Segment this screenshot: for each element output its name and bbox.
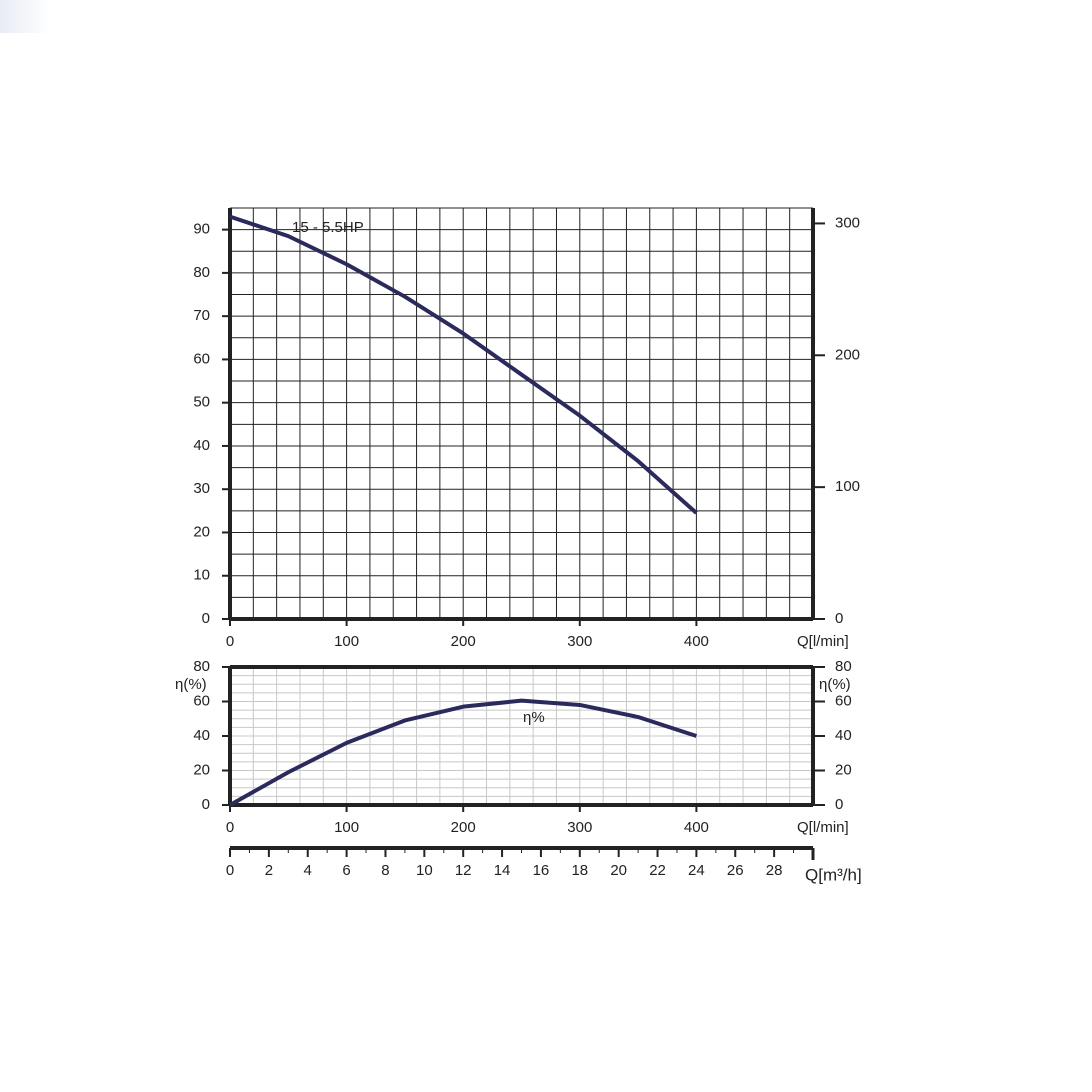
y2-tick-label: 200 — [835, 346, 860, 363]
x-tick-label: 200 — [451, 633, 476, 650]
y2-tick-label: 20 — [835, 761, 852, 778]
x2-tick-label: 0 — [226, 862, 234, 879]
x2-tick-label: 4 — [304, 862, 312, 879]
x-axis-label: Q[l/min] — [797, 633, 849, 650]
y-tick-label: 70 — [193, 307, 210, 324]
y2-tick-label: 0 — [835, 796, 843, 813]
x-tick-label: 100 — [334, 633, 359, 650]
y-tick-label: 10 — [193, 567, 210, 584]
x2-tick-label: 12 — [455, 862, 472, 879]
y2-tick-label: 100 — [835, 478, 860, 495]
x2-tick-label: 6 — [342, 862, 350, 879]
y-tick-label: 0 — [202, 796, 210, 813]
y2-tick-label: 300 — [835, 214, 860, 231]
y2-tick-label: 0 — [835, 610, 843, 627]
y2-tick-label: 80 — [835, 658, 852, 675]
y-tick-label: 20 — [193, 761, 210, 778]
x2-tick-label: 24 — [688, 862, 705, 879]
corner-decoration — [0, 0, 50, 33]
x2-axis-label: Q[m³/h] — [805, 865, 862, 884]
line-series — [229, 214, 698, 515]
series-label: 15 - 5.5HP — [292, 219, 364, 236]
y-tick-label: 30 — [193, 480, 210, 497]
x-tick-label: 300 — [567, 633, 592, 650]
x-tick-label: 0 — [226, 819, 234, 836]
y-tick-label: 80 — [193, 658, 210, 675]
x-tick-label: 400 — [684, 819, 709, 836]
y-tick-label: 40 — [193, 437, 210, 454]
y2-axis-label: η(%) — [819, 676, 851, 693]
y-tick-label: 60 — [193, 350, 210, 367]
x-axis-label: Q[l/min] — [797, 819, 849, 836]
x-tick-label: 400 — [684, 633, 709, 650]
x2-tick-label: 10 — [416, 862, 433, 879]
y-axis-label: η(%) — [175, 676, 207, 693]
y-tick-label: 80 — [193, 264, 210, 281]
x-tick-label: 0 — [226, 633, 234, 650]
y-tick-label: 0 — [202, 610, 210, 627]
x2-tick-label: 2 — [265, 862, 273, 879]
y-tick-label: 60 — [193, 692, 210, 709]
x2-tick-label: 8 — [381, 862, 389, 879]
x-tick-label: 200 — [451, 819, 476, 836]
x-tick-label: 100 — [334, 819, 359, 836]
y-tick-label: 90 — [193, 221, 210, 238]
x-tick-label: 300 — [567, 819, 592, 836]
y-tick-label: 50 — [193, 394, 210, 411]
y2-tick-label: 40 — [835, 727, 852, 744]
x2-tick-label: 28 — [766, 862, 783, 879]
y2-tick-label: 60 — [835, 692, 852, 709]
y-tick-label: 20 — [193, 523, 210, 540]
x2-tick-label: 26 — [727, 862, 744, 879]
x2-tick-label: 22 — [649, 862, 666, 879]
x2-tick-label: 16 — [533, 862, 550, 879]
x2-tick-label: 18 — [571, 862, 588, 879]
x2-tick-label: 20 — [610, 862, 627, 879]
series-label: η% — [523, 709, 545, 726]
x2-tick-label: 14 — [494, 862, 511, 879]
y-tick-label: 40 — [193, 727, 210, 744]
line-series — [229, 698, 698, 807]
